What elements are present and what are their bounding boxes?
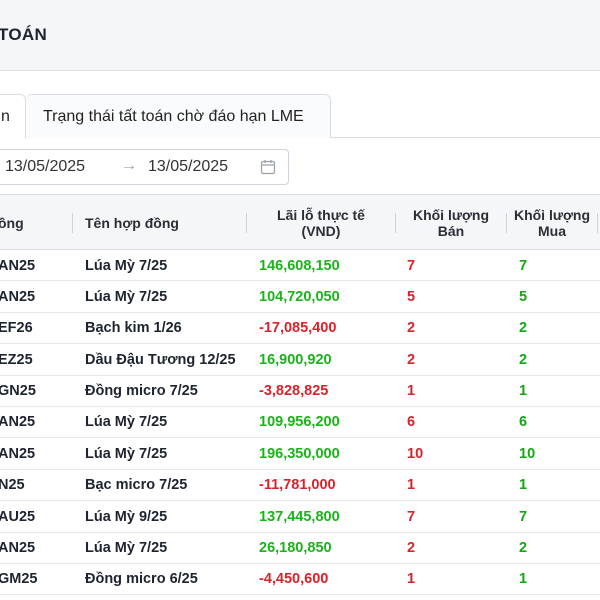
- contract-code-cell: EF26: [0, 320, 33, 337]
- column-divider: [395, 213, 396, 233]
- tab-bar: n Trạng thái tất toán chờ đáo hạn LME: [0, 94, 600, 139]
- sell-volume-cell: 2: [407, 351, 416, 368]
- contract-name-cell: Bạc micro 7/25: [85, 477, 188, 494]
- column-header-name[interactable]: Tên hợp đồng: [85, 214, 179, 231]
- sell-volume-cell: 1: [407, 383, 416, 400]
- realized-pnl-cell: 137,445,800: [259, 508, 340, 525]
- sell-volume-cell: 1: [407, 571, 416, 588]
- realized-pnl-cell: 109,956,200: [259, 414, 340, 431]
- table-body: AN25 Lúa Mỳ 7/25 146,608,150 7 7 AN25 Lúa Mỳ 7…: [0, 250, 600, 596]
- realized-pnl-cell: -11,781,000: [259, 477, 336, 494]
- column-divider: [506, 213, 507, 233]
- table-header: ồng Tên hợp đồng Lãi lỗ thực tế (VND) Kh…: [0, 195, 600, 250]
- contract-name-cell: Dầu Đậu Tương 12/25: [85, 351, 236, 368]
- realized-pnl-cell: 26,180,850: [259, 540, 332, 557]
- column-header-pnl[interactable]: Lãi lỗ thực tế (VND): [277, 206, 365, 239]
- table-row[interactable]: N25 Bạc micro 7/25 -11,781,000 1 1: [0, 470, 600, 502]
- date-range-picker[interactable]: 13/05/2025 → 13/05/2025: [0, 149, 289, 185]
- buy-volume-cell: 2: [519, 351, 528, 368]
- date-from-input[interactable]: 13/05/2025: [5, 158, 86, 175]
- contract-name-cell: Lúa Mỳ 7/25: [85, 288, 168, 305]
- sell-volume-cell: 2: [407, 540, 416, 557]
- table-row[interactable]: GM25 Đồng micro 6/25 -4,450,600 1 1: [0, 564, 600, 596]
- calendar-icon[interactable]: [260, 159, 276, 175]
- table-row[interactable]: EF26 Bạch kim 1/26 -17,085,400 2 2: [0, 313, 600, 345]
- arrow-right-icon: →: [121, 157, 137, 174]
- date-to-input[interactable]: 13/05/2025: [148, 158, 229, 175]
- contract-code-cell: AN25: [0, 288, 36, 305]
- table-row[interactable]: AN25 Lúa Mỳ 7/25 196,350,000 10 10: [0, 438, 600, 470]
- contract-name-cell: Đồng micro 7/25: [85, 383, 198, 400]
- contract-name-cell: Lúa Mỳ 7/25: [85, 257, 168, 274]
- contract-name-cell: Lúa Mỳ 7/25: [85, 414, 168, 431]
- buy-volume-cell: 10: [519, 445, 536, 462]
- column-divider: [246, 213, 247, 233]
- buy-volume-cell: 6: [519, 414, 528, 431]
- column-divider: [72, 213, 73, 233]
- contract-name-cell: Bạch kim 1/26: [85, 320, 182, 337]
- buy-volume-cell: 2: [519, 320, 528, 337]
- sell-volume-cell: 5: [407, 288, 416, 305]
- table-row[interactable]: AN25 Lúa Mỳ 7/25 109,956,200 6 6: [0, 407, 600, 439]
- buy-volume-cell: 7: [519, 257, 528, 274]
- table-row[interactable]: AN25 Lúa Mỳ 7/25 146,608,150 7 7: [0, 250, 600, 282]
- sell-volume-cell: 2: [407, 320, 416, 337]
- contract-name-cell: Lúa Mỳ 7/25: [85, 540, 168, 557]
- buy-volume-cell: 1: [519, 571, 528, 588]
- contract-name-cell: Lúa Mỳ 7/25: [85, 445, 168, 462]
- page-header: TOÁN: [0, 0, 600, 71]
- contract-code-cell: GM25: [0, 571, 38, 588]
- settlement-table: ồng Tên hợp đồng Lãi lỗ thực tế (VND) Kh…: [0, 194, 600, 596]
- column-header-code[interactable]: ồng: [0, 214, 24, 231]
- tab-lme-pending-settlement[interactable]: Trạng thái tất toán chờ đáo hạn LME: [26, 94, 331, 138]
- realized-pnl-cell: -4,450,600: [259, 571, 329, 588]
- column-header-buy-volume[interactable]: Khối lượng Mua: [513, 206, 591, 239]
- buy-volume-cell: 1: [519, 383, 528, 400]
- sell-volume-cell: 7: [407, 257, 416, 274]
- contract-code-cell: AU25: [0, 508, 36, 525]
- contract-code-cell: AN25: [0, 257, 36, 274]
- table-row[interactable]: AU25 Lúa Mỳ 9/25 137,445,800 7 7: [0, 501, 600, 533]
- table-row[interactable]: EZ25 Dầu Đậu Tương 12/25 16,900,920 2 2: [0, 344, 600, 376]
- contract-code-cell: AN25: [0, 445, 36, 462]
- buy-volume-cell: 5: [519, 288, 528, 305]
- contract-code-cell: N25: [0, 477, 25, 494]
- page-title: TOÁN: [0, 25, 48, 44]
- contract-code-cell: AN25: [0, 540, 36, 557]
- buy-volume-cell: 2: [519, 540, 528, 557]
- sell-volume-cell: 6: [407, 414, 416, 431]
- sell-volume-cell: 10: [407, 445, 424, 462]
- contract-code-cell: AN25: [0, 414, 36, 431]
- table-row[interactable]: GN25 Đồng micro 7/25 -3,828,825 1 1: [0, 376, 600, 407]
- contract-name-cell: Đồng micro 6/25: [85, 571, 198, 588]
- contract-code-cell: EZ25: [0, 351, 33, 368]
- realized-pnl-cell: 16,900,920: [259, 351, 332, 368]
- table-row[interactable]: AN25 Lúa Mỳ 7/25 26,180,850 2 2: [0, 533, 600, 564]
- realized-pnl-cell: 196,350,000: [259, 445, 340, 462]
- table-row[interactable]: AN25 Lúa Mỳ 7/25 104,720,050 5 5: [0, 281, 600, 313]
- column-header-sell-volume[interactable]: Khối lượng Bán: [412, 206, 490, 239]
- realized-pnl-cell: -3,828,825: [259, 383, 329, 400]
- column-divider: [597, 213, 598, 233]
- buy-volume-cell: 1: [519, 477, 528, 494]
- sell-volume-cell: 7: [407, 508, 416, 525]
- sell-volume-cell: 1: [407, 477, 416, 494]
- tab-active[interactable]: n: [0, 94, 26, 139]
- realized-pnl-cell: -17,085,400: [259, 320, 337, 337]
- realized-pnl-cell: 104,720,050: [259, 288, 340, 305]
- realized-pnl-cell: 146,608,150: [259, 257, 340, 274]
- contract-name-cell: Lúa Mỳ 9/25: [85, 508, 168, 525]
- buy-volume-cell: 7: [519, 508, 528, 525]
- contract-code-cell: GN25: [0, 383, 36, 400]
